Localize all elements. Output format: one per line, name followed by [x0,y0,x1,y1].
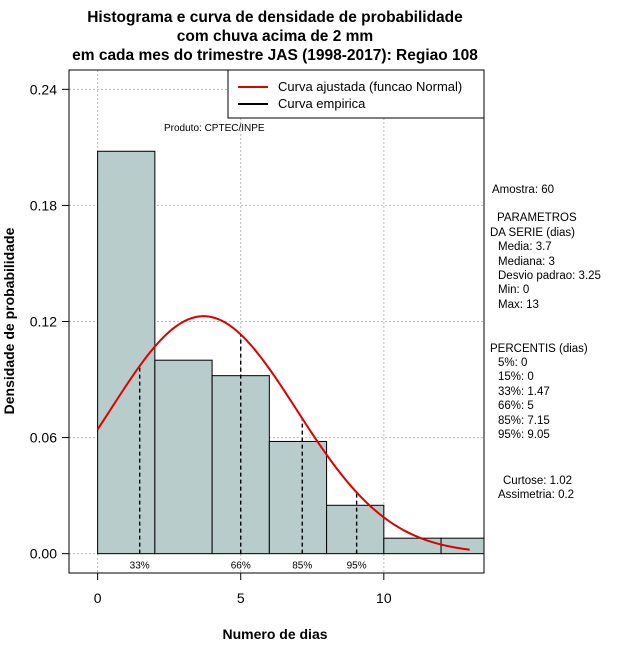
histogram-bar-2 [211,375,270,555]
percentile-label-95: 95% [347,561,367,572]
legend-box [227,69,485,119]
stat-p15: 15%: 0 [498,371,534,383]
y-tick-label-0: 0.00 [30,546,57,562]
stat-media: Media: 3.7 [498,241,552,253]
x-axis-label: Numero de dias [222,626,327,642]
stat-percentis-header: PERCENTIS (dias) [490,343,588,355]
side-statistics: Amostra: 60 PARAMETROS DA SERIE (dias) M… [490,184,601,501]
stat-desvio: Desvio padrao: 3.25 [498,270,601,282]
legend-label-fitted: Curva ajustada (funcao Normal) [278,79,462,94]
stat-param-header-1: PARAMETROS [497,212,577,224]
axis-ticks: 0 5 10 0.00 0.06 0.12 0.18 0.24 [30,81,392,606]
stat-p33: 33%: 1.47 [498,386,550,398]
x-tick-label-1: 5 [237,590,245,606]
percentile-label-66: 66% [231,561,251,572]
stat-param-header-2: DA SERIE (dias) [490,227,575,239]
product-annotation: Produto: CPTEC/INPE [164,123,265,134]
y-tick-label-2: 0.12 [30,314,57,330]
chart-title-line-2: com chuva acima de 2 mm [177,28,373,45]
y-tick-label-4: 0.24 [30,81,57,97]
percentile-lines: 33% 66% 85% 95% [130,334,367,572]
density-curve [96,315,470,551]
stat-p95: 95%: 9.05 [498,429,550,441]
percentile-label-85: 85% [292,561,312,572]
stat-assimetria: Assimetria: 0.2 [498,489,574,501]
stat-p5: 5%: 0 [498,357,527,369]
stat-mediana: Mediana: 3 [498,256,555,268]
legend-label-empirical: Curva empirica [278,96,366,111]
y-tick-label-1: 0.06 [30,430,57,446]
stat-amostra: Amostra: 60 [492,184,554,196]
percentile-label-33: 33% [130,561,150,572]
histogram-bars [97,150,485,555]
histogram-bar-5 [383,537,442,555]
stat-min: Min: 0 [498,284,529,296]
stat-p85: 85%: 7.15 [498,415,550,427]
x-tick-label-0: 0 [94,590,102,606]
stat-max: Max: 13 [498,299,539,311]
stat-curtose: Curtose: 1.02 [503,475,572,487]
histogram-bar-4 [326,504,385,555]
y-axis-label: Densidade de probabilidade [1,227,17,414]
chart-title-line-3: em cada mes do trimestre JAS (1998-2017)… [72,47,478,64]
chart-title-line-1: Histograma e curva de densidade de proba… [87,9,463,26]
normal-curve-line [96,315,470,551]
histogram-bar-3 [268,440,328,555]
x-tick-label-2: 10 [376,590,392,606]
stat-p66: 66%: 5 [498,400,534,412]
histogram-bar-1 [154,359,213,555]
histogram-bar-0 [97,150,156,555]
legend: Curva ajustada (funcao Normal) Curva emp… [227,69,485,119]
y-tick-label-3: 0.18 [30,197,57,213]
